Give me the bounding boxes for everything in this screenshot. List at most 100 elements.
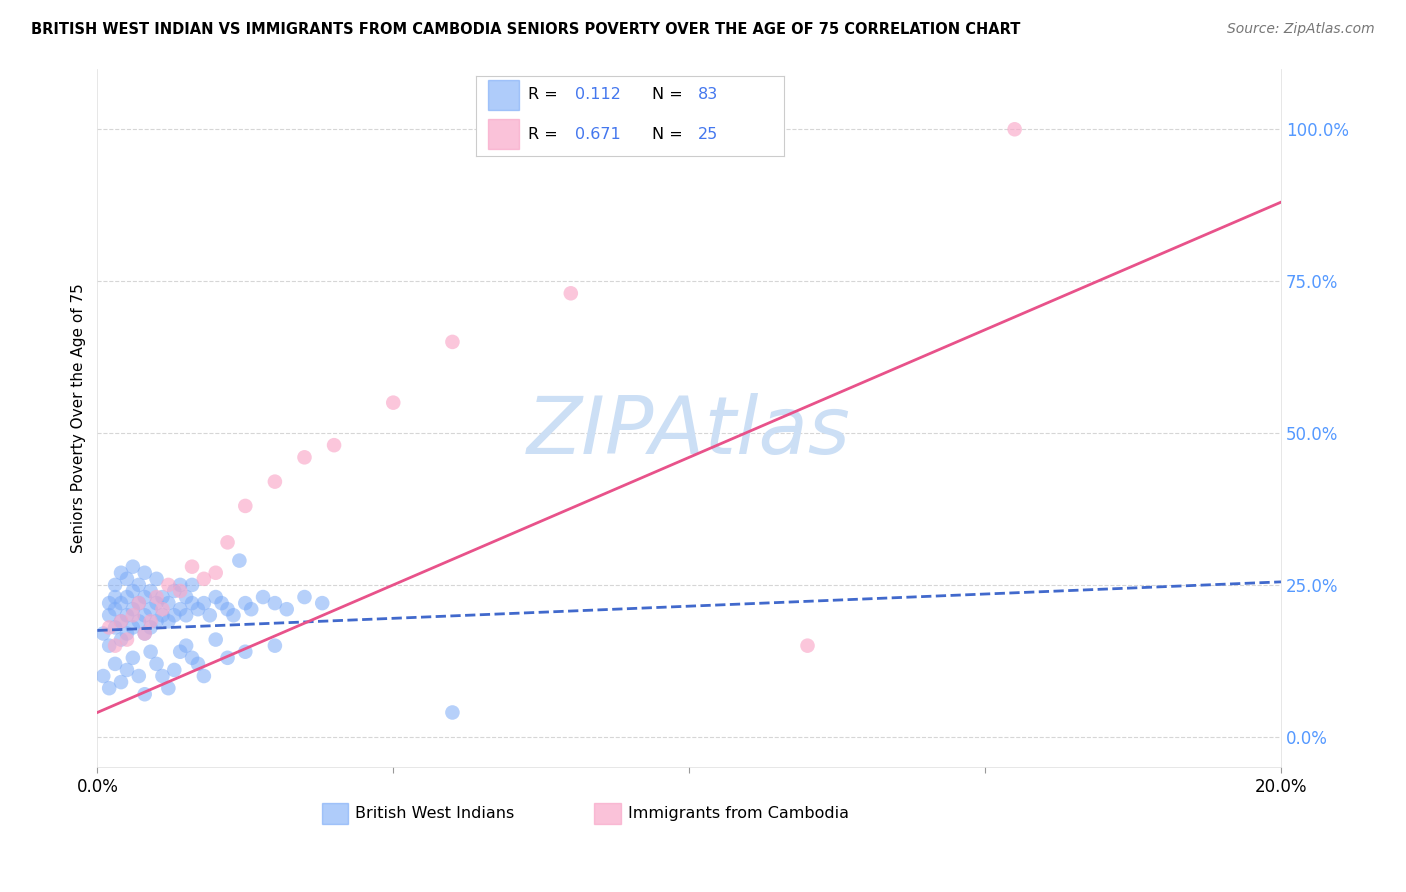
Point bbox=[204, 566, 226, 580]
Point bbox=[152, 669, 174, 683]
Point bbox=[121, 559, 143, 574]
Point bbox=[145, 657, 167, 671]
Point bbox=[104, 657, 127, 671]
Point bbox=[115, 632, 138, 647]
Point bbox=[181, 578, 204, 592]
Point bbox=[134, 590, 156, 604]
Point bbox=[115, 663, 138, 677]
Point bbox=[98, 681, 121, 696]
Point bbox=[128, 596, 150, 610]
Point bbox=[323, 438, 346, 452]
Point bbox=[110, 615, 132, 629]
Point bbox=[134, 626, 156, 640]
Point bbox=[1004, 122, 1026, 136]
Point bbox=[163, 608, 186, 623]
Point bbox=[104, 639, 127, 653]
Point bbox=[98, 620, 121, 634]
Point bbox=[145, 572, 167, 586]
Point bbox=[139, 584, 162, 599]
Point bbox=[233, 596, 256, 610]
Point bbox=[157, 681, 180, 696]
Point bbox=[217, 602, 239, 616]
Point bbox=[204, 632, 226, 647]
Point bbox=[441, 706, 464, 720]
Point bbox=[157, 596, 180, 610]
Point bbox=[193, 669, 215, 683]
Point bbox=[187, 602, 209, 616]
Point bbox=[128, 615, 150, 629]
Point bbox=[233, 645, 256, 659]
Point bbox=[121, 650, 143, 665]
Point bbox=[441, 334, 464, 349]
Point bbox=[110, 675, 132, 690]
Point bbox=[181, 559, 204, 574]
Point bbox=[169, 645, 191, 659]
Point bbox=[134, 608, 156, 623]
Point bbox=[198, 608, 221, 623]
Point bbox=[145, 590, 167, 604]
Point bbox=[139, 602, 162, 616]
Point bbox=[139, 620, 162, 634]
Point bbox=[240, 602, 263, 616]
Point bbox=[104, 578, 127, 592]
Point bbox=[110, 596, 132, 610]
Point bbox=[157, 615, 180, 629]
Point bbox=[104, 602, 127, 616]
Point bbox=[264, 596, 287, 610]
Point bbox=[110, 566, 132, 580]
Point bbox=[264, 475, 287, 489]
Point bbox=[217, 650, 239, 665]
Point bbox=[217, 535, 239, 549]
Point bbox=[121, 602, 143, 616]
Point bbox=[139, 645, 162, 659]
Point bbox=[228, 553, 250, 567]
Point bbox=[264, 639, 287, 653]
Point bbox=[796, 639, 818, 653]
Point bbox=[128, 578, 150, 592]
Point bbox=[294, 590, 316, 604]
Point bbox=[134, 566, 156, 580]
Point bbox=[152, 590, 174, 604]
Point bbox=[115, 590, 138, 604]
Point bbox=[382, 395, 405, 409]
Point bbox=[110, 632, 132, 647]
Point bbox=[222, 608, 245, 623]
Point bbox=[134, 687, 156, 701]
Point bbox=[98, 639, 121, 653]
Point bbox=[98, 596, 121, 610]
Point bbox=[110, 615, 132, 629]
Point bbox=[276, 602, 298, 616]
Point bbox=[252, 590, 274, 604]
Text: Source: ZipAtlas.com: Source: ZipAtlas.com bbox=[1227, 22, 1375, 37]
Point bbox=[174, 590, 197, 604]
Point bbox=[174, 639, 197, 653]
Point bbox=[181, 596, 204, 610]
Point bbox=[169, 602, 191, 616]
Point bbox=[211, 596, 233, 610]
Point bbox=[145, 596, 167, 610]
Point bbox=[115, 626, 138, 640]
Point bbox=[115, 572, 138, 586]
Point bbox=[104, 620, 127, 634]
Point bbox=[204, 590, 226, 604]
Y-axis label: Seniors Poverty Over the Age of 75: Seniors Poverty Over the Age of 75 bbox=[72, 283, 86, 553]
Point bbox=[98, 608, 121, 623]
Point bbox=[181, 650, 204, 665]
Point bbox=[139, 615, 162, 629]
Point bbox=[169, 584, 191, 599]
Point bbox=[104, 590, 127, 604]
Point bbox=[163, 584, 186, 599]
Point bbox=[152, 602, 174, 616]
Point bbox=[121, 620, 143, 634]
Point bbox=[560, 286, 582, 301]
Point bbox=[134, 626, 156, 640]
Point bbox=[174, 608, 197, 623]
Point bbox=[187, 657, 209, 671]
Text: Immigrants from Cambodia: Immigrants from Cambodia bbox=[627, 806, 849, 822]
Point bbox=[157, 578, 180, 592]
Text: British West Indians: British West Indians bbox=[356, 806, 515, 822]
Bar bbox=[322, 804, 349, 824]
Point bbox=[128, 596, 150, 610]
Point bbox=[91, 669, 114, 683]
Point bbox=[163, 663, 186, 677]
